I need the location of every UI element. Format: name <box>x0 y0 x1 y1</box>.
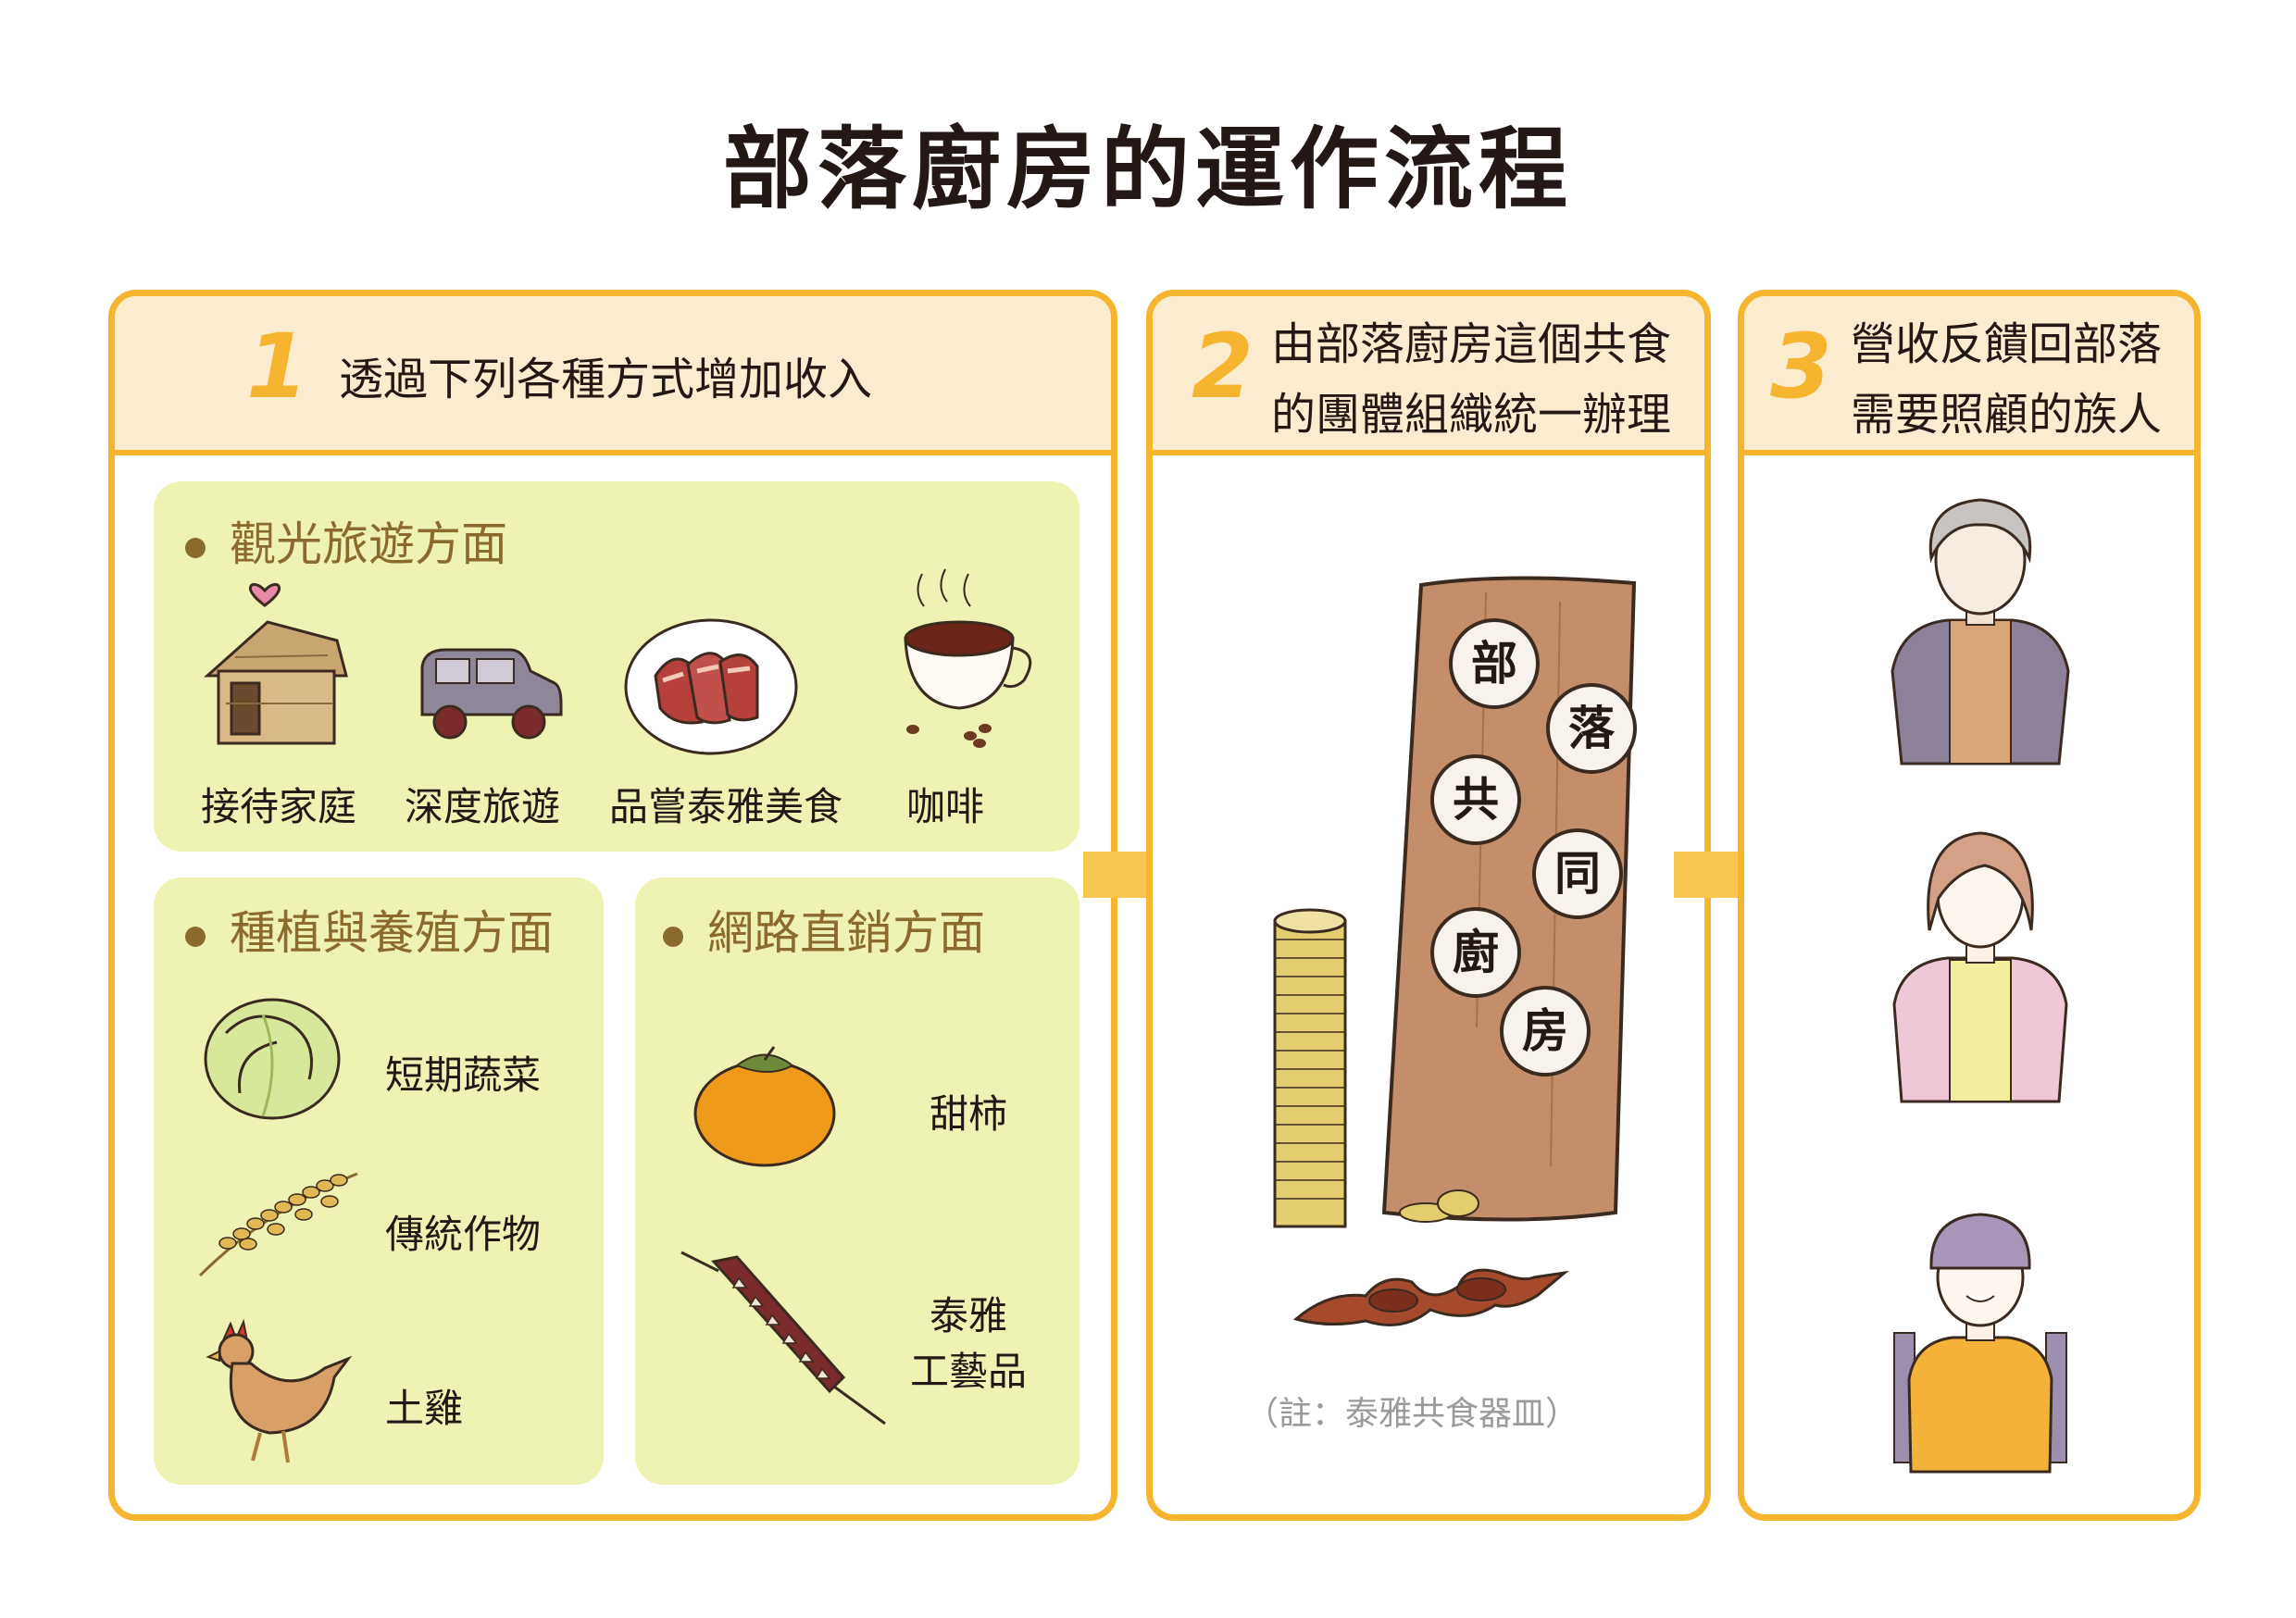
step3-number: 3 <box>1770 315 1832 418</box>
step2-number: 2 <box>1192 315 1254 418</box>
homestay-house-icon <box>204 583 348 745</box>
board-plate-5: 廚 <box>1430 907 1521 998</box>
step1-panel: 1 透過下列各種方式增加收入 觀光旅遊方面 <box>108 290 1117 1521</box>
farming-item-vegetables: 短期蔬菜 <box>385 1052 542 1098</box>
step2-header: 2 由部落廚房這個共食 的團體組織統一辦理 <box>1153 296 1704 455</box>
board-plate-3: 共 <box>1430 754 1521 845</box>
step1-header: 1 透過下列各種方式增加收入 <box>115 296 1111 455</box>
online-item-crafts: 工藝品 <box>909 1349 1027 1394</box>
elder-villager-icon <box>1890 498 2070 765</box>
tourism-item-deep-travel: 深度旅遊 <box>404 784 560 829</box>
taiyal-food-plate-icon <box>624 618 798 755</box>
online-section-title: 網路直銷方面 <box>663 896 985 963</box>
step3-panel: 3 營收反饋回部落 需要照顧的族人 <box>1738 290 2201 1521</box>
persimmon-icon <box>693 1046 836 1167</box>
step1-heading: 透過下列各種方式增加收入 <box>339 354 873 405</box>
board-plate-4: 同 <box>1532 828 1623 919</box>
shared-dish-icon <box>1292 1268 1569 1326</box>
serving-ware-note: （註：泰雅共食器皿） <box>1245 1395 1579 1433</box>
bullet-icon <box>185 537 206 558</box>
step2-panel: 2 由部落廚房這個共食 的團體組織統一辦理 部 落 共 同 廚 房 <box>1146 290 1711 1521</box>
step3-heading-line1: 營收反饋回部落 <box>1851 318 2163 370</box>
step1-number: 1 <box>246 315 308 418</box>
online-item-persimmon: 甜柿 <box>929 1091 1007 1137</box>
child-villager-icon <box>1893 1213 2067 1474</box>
tourism-box: 觀光旅遊方面 <box>154 481 1079 852</box>
bullet-icon <box>185 926 206 947</box>
online-item-taiyal: 泰雅 <box>929 1293 1007 1338</box>
page-title: 部落廚房的運作流程 <box>723 118 1573 221</box>
step3-heading-line2: 需要照顧的族人 <box>1851 389 2163 441</box>
taiyal-craft-icon <box>680 1251 886 1425</box>
tourism-item-coffee: 咖啡 <box>905 784 984 829</box>
millet-crop-icon <box>198 1172 358 1277</box>
tour-car-icon <box>420 648 563 740</box>
farming-item-chicken: 土雞 <box>385 1386 464 1431</box>
online-box: 網路直銷方面 甜柿 泰雅 工藝品 <box>635 877 1079 1485</box>
farming-item-traditional-crops: 傳統作物 <box>385 1212 542 1257</box>
board-plate-6: 房 <box>1500 986 1591 1077</box>
coffee-cup-icon <box>904 568 1032 748</box>
tourism-section-title: 觀光旅遊方面 <box>185 507 507 574</box>
farming-section-title: 種植與養殖方面 <box>185 896 554 963</box>
coin-stack-icon <box>1273 908 1347 1228</box>
tourism-item-homestay: 接待家庭 <box>200 784 356 829</box>
step2-heading-line2: 的團體組織統一辦理 <box>1271 389 1672 441</box>
chicken-icon <box>206 1318 353 1463</box>
step2-heading-line1: 由部落廚房這個共食 <box>1271 318 1672 370</box>
cabbage-icon <box>204 998 341 1120</box>
farming-box: 種植與養殖方面 <box>154 877 604 1485</box>
tourism-item-taiyal-food: 品嘗泰雅美食 <box>608 784 842 829</box>
step3-header: 3 營收反饋回部落 需要照顧的族人 <box>1744 296 2194 455</box>
board-plate-1: 部 <box>1449 618 1540 709</box>
adult-villager-icon <box>1892 831 2068 1103</box>
bullet-icon <box>663 926 683 947</box>
board-plate-2: 落 <box>1546 683 1637 774</box>
